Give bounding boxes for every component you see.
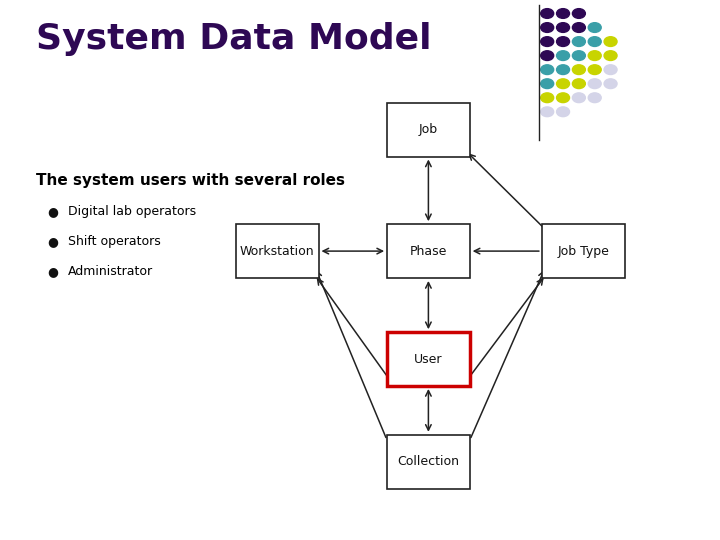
Circle shape: [557, 79, 570, 89]
Circle shape: [588, 23, 601, 32]
Circle shape: [604, 65, 617, 75]
Text: Workstation: Workstation: [240, 245, 315, 258]
Circle shape: [604, 79, 617, 89]
FancyBboxPatch shape: [387, 332, 469, 386]
Circle shape: [557, 9, 570, 18]
Circle shape: [557, 65, 570, 75]
Circle shape: [541, 37, 554, 46]
Circle shape: [572, 79, 585, 89]
Text: Digital lab operators: Digital lab operators: [68, 205, 197, 218]
Circle shape: [572, 93, 585, 103]
Circle shape: [572, 51, 585, 60]
Text: Shift operators: Shift operators: [68, 235, 161, 248]
Text: Phase: Phase: [410, 245, 447, 258]
Circle shape: [557, 51, 570, 60]
Circle shape: [557, 23, 570, 32]
Circle shape: [557, 107, 570, 117]
Circle shape: [572, 9, 585, 18]
Circle shape: [541, 93, 554, 103]
Circle shape: [604, 37, 617, 46]
Circle shape: [588, 65, 601, 75]
Circle shape: [572, 65, 585, 75]
Circle shape: [557, 37, 570, 46]
Circle shape: [604, 51, 617, 60]
Text: ●: ●: [47, 205, 58, 218]
Circle shape: [588, 93, 601, 103]
Text: Job Type: Job Type: [557, 245, 609, 258]
FancyBboxPatch shape: [387, 103, 469, 157]
Circle shape: [541, 79, 554, 89]
Circle shape: [572, 37, 585, 46]
Text: User: User: [414, 353, 443, 366]
FancyBboxPatch shape: [236, 224, 319, 278]
FancyBboxPatch shape: [387, 435, 469, 489]
Text: ●: ●: [47, 235, 58, 248]
Circle shape: [541, 51, 554, 60]
Text: ●: ●: [47, 265, 58, 278]
Circle shape: [541, 107, 554, 117]
Circle shape: [588, 79, 601, 89]
Text: The system users with several roles: The system users with several roles: [36, 173, 345, 188]
FancyBboxPatch shape: [387, 224, 469, 278]
Circle shape: [541, 23, 554, 32]
Circle shape: [541, 9, 554, 18]
Text: Job: Job: [419, 123, 438, 136]
FancyBboxPatch shape: [542, 224, 625, 278]
Text: Collection: Collection: [397, 455, 459, 468]
Circle shape: [588, 51, 601, 60]
Circle shape: [557, 93, 570, 103]
Circle shape: [541, 65, 554, 75]
Text: Administrator: Administrator: [68, 265, 153, 278]
Text: System Data Model: System Data Model: [36, 22, 431, 56]
Circle shape: [588, 37, 601, 46]
Circle shape: [572, 23, 585, 32]
